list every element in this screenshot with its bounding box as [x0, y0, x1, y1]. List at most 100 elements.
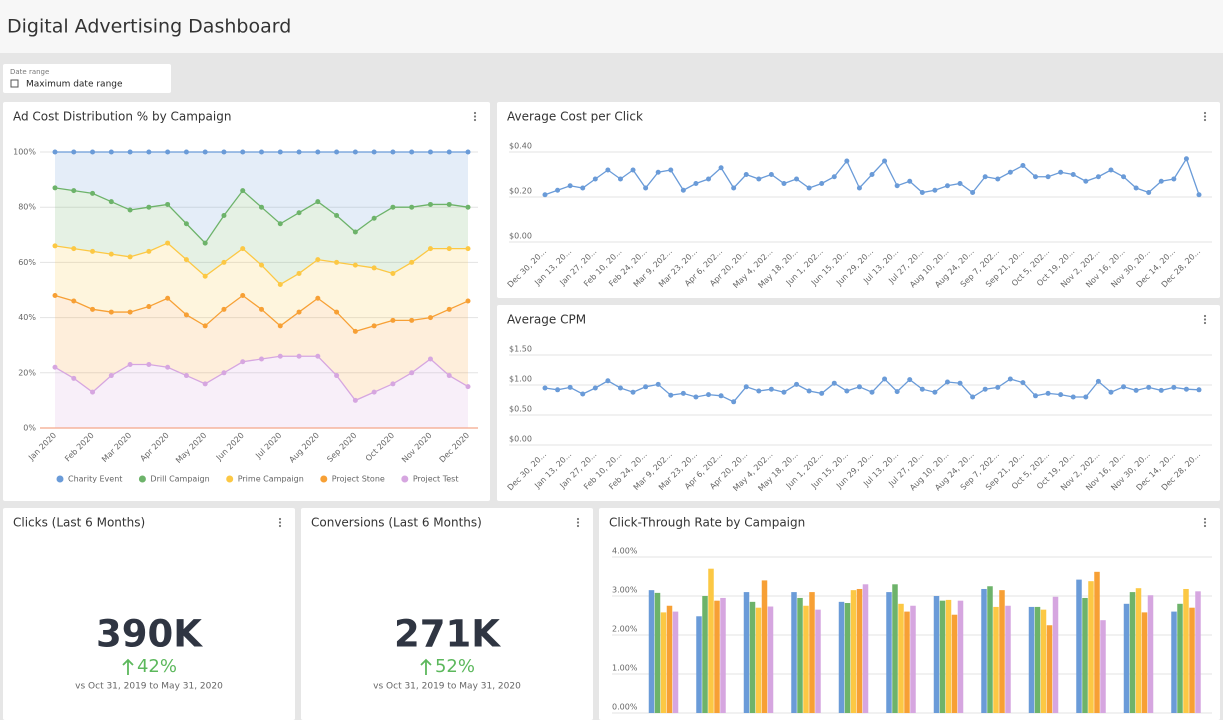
data-point — [127, 254, 133, 260]
data-point — [693, 181, 699, 186]
menu-dot[interactable] — [576, 524, 580, 528]
bar — [803, 605, 809, 713]
data-point — [259, 204, 264, 210]
data-point — [1121, 174, 1127, 180]
menu-dot[interactable] — [473, 111, 477, 115]
menu-dot[interactable] — [473, 118, 477, 122]
data-point — [165, 295, 171, 301]
data-point — [1158, 387, 1164, 393]
bar — [660, 612, 667, 713]
menu-dot[interactable] — [278, 524, 282, 528]
y-tick-label: $0.00 — [509, 435, 532, 444]
data-point — [296, 353, 302, 359]
bar — [761, 580, 768, 713]
y-tick-label: $1.50 — [509, 345, 532, 354]
data-point — [202, 240, 208, 246]
bar — [797, 597, 803, 713]
data-point — [1158, 178, 1164, 184]
data-point — [668, 392, 674, 398]
data-point — [371, 149, 377, 155]
data-point — [982, 174, 988, 180]
data-point — [1007, 376, 1013, 382]
data-point — [1070, 172, 1076, 177]
bar — [815, 609, 821, 713]
data-point — [932, 389, 938, 395]
legend-label: Prime Campaign — [238, 475, 304, 484]
menu-dot[interactable] — [278, 517, 282, 521]
menu-dot[interactable] — [1203, 115, 1207, 118]
data-point — [296, 309, 302, 315]
data-point — [127, 149, 133, 155]
data-point — [146, 149, 152, 155]
menu-dot[interactable] — [1203, 321, 1207, 325]
legend-label: Project Test — [413, 475, 459, 484]
bar — [939, 600, 946, 713]
data-point — [352, 328, 358, 334]
menu-dot[interactable] — [473, 115, 477, 118]
data-point — [221, 212, 227, 218]
data-point — [334, 309, 340, 315]
bar — [862, 584, 869, 713]
data-point — [315, 353, 321, 359]
data-point — [108, 309, 114, 315]
menu-dot[interactable] — [1203, 314, 1207, 318]
data-point — [52, 185, 58, 191]
bar — [1034, 606, 1041, 713]
data-point — [90, 389, 96, 395]
y-tick-label: $0.50 — [509, 405, 532, 414]
data-point — [1183, 156, 1189, 162]
data-point — [446, 246, 452, 252]
data-point — [605, 378, 611, 384]
data-point — [592, 385, 598, 391]
data-point — [643, 384, 649, 390]
data-point — [240, 359, 246, 365]
data-point — [756, 176, 762, 182]
panel — [301, 508, 593, 720]
data-point — [90, 149, 96, 155]
menu-dot[interactable] — [1203, 111, 1207, 115]
legend-label: Drill Campaign — [150, 475, 209, 484]
bar — [1094, 571, 1100, 713]
data-point — [221, 370, 227, 376]
bar — [898, 603, 904, 713]
menu-dot[interactable] — [576, 517, 580, 521]
data-point — [277, 353, 283, 359]
data-point — [259, 262, 264, 268]
data-point — [1045, 390, 1051, 396]
bar — [1183, 588, 1189, 713]
data-point — [465, 298, 471, 304]
bar — [1076, 579, 1082, 713]
data-point — [768, 386, 774, 392]
bar — [945, 599, 952, 713]
data-point — [831, 380, 837, 386]
data-point — [334, 149, 340, 155]
data-point — [352, 229, 358, 235]
data-point — [1196, 387, 1202, 393]
menu-dot[interactable] — [1203, 318, 1207, 321]
data-point — [630, 389, 636, 395]
y-tick-label: 0.00% — [612, 703, 638, 712]
bar — [1100, 620, 1106, 713]
menu-dot[interactable] — [1203, 118, 1207, 122]
bar — [720, 597, 726, 713]
panel-title: Click-Through Rate by Campaign — [609, 516, 805, 530]
bar — [1189, 607, 1195, 713]
data-point — [580, 391, 586, 397]
data-point — [202, 381, 208, 387]
data-point — [127, 362, 133, 368]
data-point — [259, 356, 264, 362]
menu-dot[interactable] — [1203, 521, 1207, 524]
menu-dot[interactable] — [1203, 524, 1207, 528]
menu-dot[interactable] — [576, 521, 580, 524]
bar — [844, 603, 851, 713]
bar — [1171, 611, 1177, 713]
bar — [672, 611, 679, 713]
legend-label: Charity Event — [68, 475, 122, 484]
data-point — [944, 183, 950, 189]
y-tick-label: 3.00% — [612, 586, 638, 595]
data-point — [617, 385, 623, 391]
data-point — [1171, 176, 1177, 182]
menu-dot[interactable] — [278, 521, 282, 524]
date-filter[interactable] — [3, 64, 171, 93]
menu-dot[interactable] — [1203, 517, 1207, 521]
